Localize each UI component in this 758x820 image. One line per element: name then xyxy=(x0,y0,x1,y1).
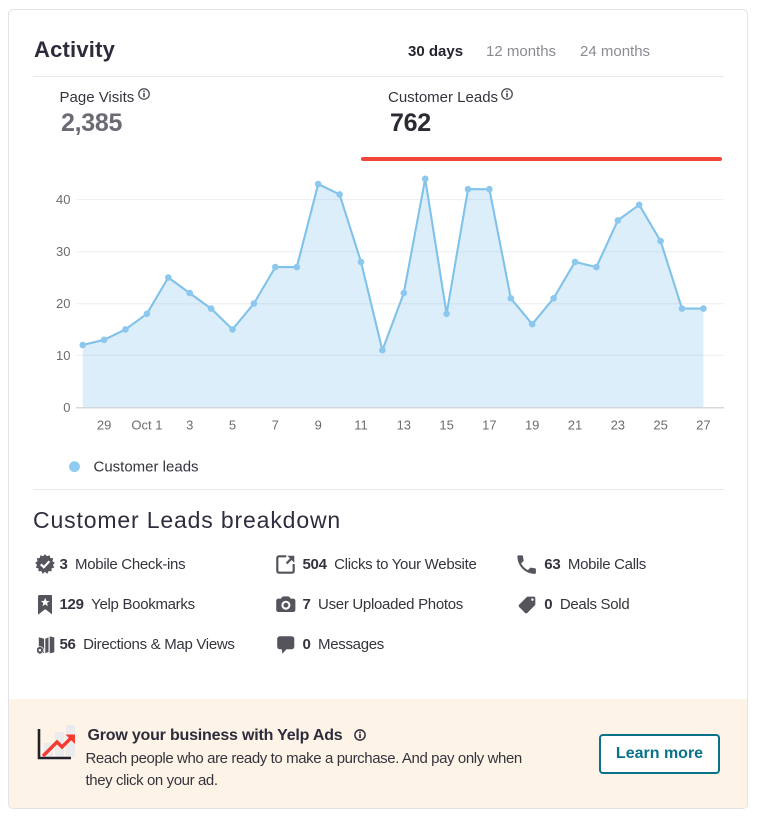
svg-text:Customer leads: Customer leads xyxy=(94,459,199,476)
svg-text:0: 0 xyxy=(63,400,70,415)
svg-text:13: 13 xyxy=(397,418,411,433)
svg-text:23: 23 xyxy=(611,418,625,433)
svg-text:3: 3 xyxy=(186,418,193,433)
svg-text:15: 15 xyxy=(439,418,453,433)
svg-text:7: 7 xyxy=(272,418,279,433)
svg-text:10: 10 xyxy=(56,348,70,363)
svg-text:25: 25 xyxy=(653,418,667,433)
svg-text:11: 11 xyxy=(354,418,368,433)
svg-text:9: 9 xyxy=(315,418,322,433)
svg-text:27: 27 xyxy=(696,418,710,433)
svg-text:40: 40 xyxy=(56,192,70,207)
svg-text:21: 21 xyxy=(568,418,582,433)
svg-text:17: 17 xyxy=(482,418,496,433)
svg-text:5: 5 xyxy=(229,418,236,433)
svg-text:20: 20 xyxy=(56,296,70,311)
svg-text:19: 19 xyxy=(525,418,539,433)
svg-text:Oct 1: Oct 1 xyxy=(131,418,162,433)
svg-text:29: 29 xyxy=(97,418,111,433)
svg-text:30: 30 xyxy=(56,244,70,259)
